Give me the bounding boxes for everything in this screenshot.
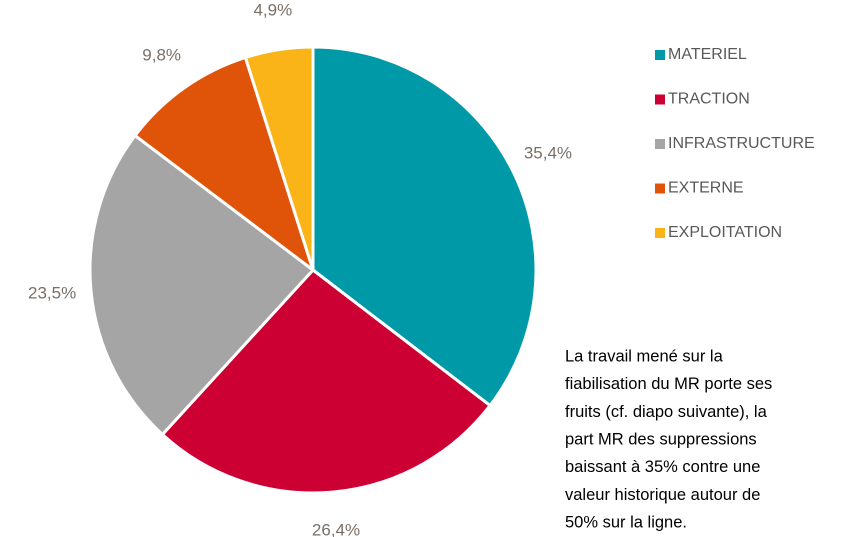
pie-slice	[160, 267, 493, 495]
value-label: 26,4%	[312, 520, 360, 537]
legend-swatch	[655, 228, 665, 238]
legend-swatch	[655, 94, 665, 105]
pie-slice	[132, 55, 316, 275]
value-label: 9,8%	[142, 46, 181, 65]
annotation-line: fruits (cf. diapo suivante), la	[565, 403, 768, 421]
legend-label: INFRASTRUCTURE	[668, 135, 815, 152]
legend-label: EXPLOITATION	[668, 224, 782, 241]
annotation-line: 50% sur la ligne.	[565, 514, 687, 532]
value-label: 4,9%	[253, 1, 292, 20]
pie-slice	[243, 45, 315, 271]
annotation-line: La travail mené sur la	[565, 347, 724, 365]
legend-swatch	[655, 50, 665, 60]
annotation-line: part MR des suppressions	[565, 430, 757, 448]
legend-swatch	[655, 139, 665, 149]
annotation-line: baissant à 35% contre une	[565, 458, 760, 476]
legend-swatch	[655, 183, 665, 194]
pie-slice	[88, 133, 316, 437]
legend-label: MATERIEL	[668, 46, 747, 63]
annotation-line: valeur historique autour de	[565, 486, 760, 504]
annotation-line: fiabilisation du MR porte ses	[565, 375, 772, 393]
value-label: 23,5%	[28, 283, 76, 302]
legend-label: TRACTION	[668, 91, 750, 108]
value-label: 35,4%	[524, 143, 572, 162]
pie-slice	[311, 45, 538, 408]
legend-label: EXTERNE	[668, 180, 744, 197]
